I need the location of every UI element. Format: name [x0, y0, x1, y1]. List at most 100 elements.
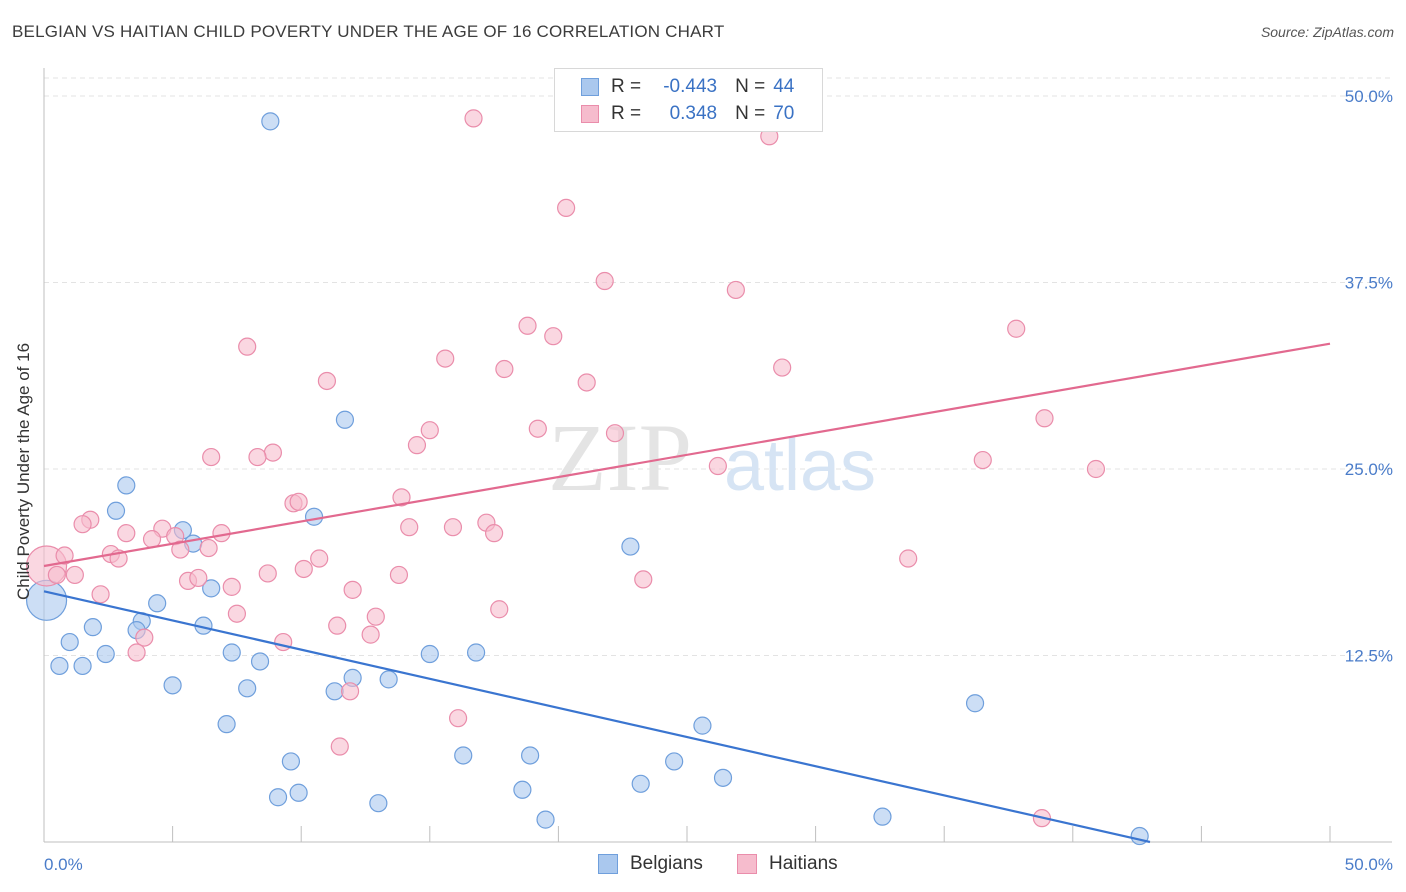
- belgians-point: [873, 807, 892, 826]
- belgians-point: [83, 618, 102, 637]
- belgians-trend-line: [43, 590, 1151, 844]
- haitians-point: [544, 327, 563, 346]
- haitians-point: [443, 518, 463, 537]
- haitians-point: [135, 628, 154, 647]
- haitians-point: [595, 271, 614, 291]
- belgians-point: [454, 746, 473, 765]
- legend-row-haitians: R = 0.348 N = 70: [581, 102, 794, 126]
- haitians-point: [577, 373, 596, 392]
- haitians-legend-swatch: [737, 854, 757, 874]
- haitians-point: [222, 577, 241, 596]
- watermark: ZIP atlas: [548, 404, 876, 511]
- source-label: Source: ZipAtlas.com: [1260, 24, 1394, 40]
- haitians-point: [117, 524, 136, 543]
- haitians-point: [317, 371, 337, 391]
- haitians-r-value: 0.348: [669, 103, 718, 124]
- belgians-point: [268, 788, 288, 807]
- haitians-point: [485, 524, 504, 543]
- haitians-point: [634, 570, 653, 589]
- y-tick-label: 12.5%: [1345, 647, 1393, 666]
- belgians-point: [217, 715, 236, 734]
- haitians-swatch: [581, 105, 599, 123]
- legend-row-belgians: R = -0.443 N = 44: [581, 75, 794, 99]
- belgians-point: [965, 694, 985, 713]
- haitians-point: [142, 530, 162, 549]
- belgians-point: [420, 644, 439, 664]
- haitians-point: [518, 316, 537, 335]
- haitians-point: [361, 625, 380, 644]
- legend-item-haitians[interactable]: Haitians: [737, 852, 838, 876]
- trend-lines: [43, 342, 1331, 844]
- belgians-point: [117, 476, 136, 495]
- belgians-point: [713, 768, 733, 787]
- belgians-legend-swatch: [598, 854, 618, 874]
- belgians-point: [222, 643, 241, 662]
- haitians-point: [127, 643, 146, 662]
- belgians-r-value: -0.443: [663, 76, 718, 97]
- x-tick-label: 50.0%: [1345, 855, 1393, 874]
- belgians-point: [665, 752, 684, 771]
- haitians-point: [91, 585, 110, 604]
- haitians-point: [400, 518, 419, 537]
- belgians-point: [335, 410, 355, 429]
- belgians-point: [73, 656, 92, 676]
- haitians-point: [340, 682, 360, 701]
- haitians-point: [708, 456, 727, 476]
- haitians-point: [73, 515, 92, 534]
- n-label: N =: [735, 103, 766, 124]
- haitians-legend-label: Haitians: [769, 853, 838, 874]
- y-axis-title: Child Poverty Under the Age of 16: [14, 342, 33, 600]
- belgians-point: [96, 644, 115, 664]
- belgians-point: [521, 746, 540, 765]
- belgians-point: [50, 656, 69, 676]
- watermark-atlas: atlas: [724, 426, 876, 506]
- haitians-point: [171, 540, 190, 559]
- haitians-point: [1007, 319, 1026, 338]
- haitians-point: [1086, 459, 1106, 479]
- haitians-point: [330, 737, 349, 756]
- haitians-point: [65, 565, 84, 585]
- tick-labels: 12.5% 25.0% 37.5% 50.0% 0.0% 50.0%: [44, 87, 1393, 874]
- haitians-point: [294, 559, 313, 579]
- haitians-point: [899, 549, 918, 568]
- haitians-point: [490, 600, 509, 619]
- haitians-point: [392, 488, 411, 507]
- haitians-point: [202, 447, 221, 467]
- haitians-point: [495, 359, 514, 379]
- haitians-point: [1035, 409, 1054, 428]
- y-tick-label: 37.5%: [1345, 274, 1393, 293]
- haitians-point: [366, 607, 385, 626]
- belgians-point: [163, 676, 182, 695]
- belgians-point: [289, 783, 308, 802]
- data-points: [25, 109, 1149, 846]
- belgians-point: [369, 794, 388, 813]
- haitians-trend-line: [43, 342, 1331, 568]
- belgians-point: [631, 774, 650, 793]
- haitians-point: [258, 564, 277, 583]
- haitians-point: [448, 709, 468, 728]
- stats-legend: R = -0.443 N = 44 R = 0.348 N = 70: [554, 68, 823, 132]
- belgians-point: [261, 112, 280, 131]
- haitians-n-value: 70: [773, 103, 795, 124]
- haitians-point: [248, 447, 267, 467]
- belgians-point: [466, 643, 486, 662]
- belgians-point: [238, 679, 257, 698]
- belgians-point: [304, 507, 324, 526]
- belgians-point: [325, 682, 344, 701]
- haitians-point: [328, 616, 347, 635]
- belgians-point: [250, 652, 270, 671]
- chart-title: BELGIAN VS HAITIAN CHILD POVERTY UNDER T…: [12, 22, 725, 41]
- haitians-point: [726, 280, 745, 300]
- haitians-point: [212, 524, 231, 543]
- belgians-point: [60, 632, 79, 652]
- haitians-point: [557, 198, 576, 217]
- belgians-point: [536, 810, 555, 829]
- haitians-point: [605, 424, 625, 443]
- belgians-point: [513, 780, 532, 799]
- haitians-point: [263, 443, 283, 462]
- legend-item-belgians[interactable]: Belgians: [598, 852, 703, 876]
- haitians-point: [389, 565, 409, 585]
- belgians-swatch: [581, 78, 599, 96]
- belgians-point: [621, 537, 640, 556]
- x-tick-label: 0.0%: [44, 855, 83, 874]
